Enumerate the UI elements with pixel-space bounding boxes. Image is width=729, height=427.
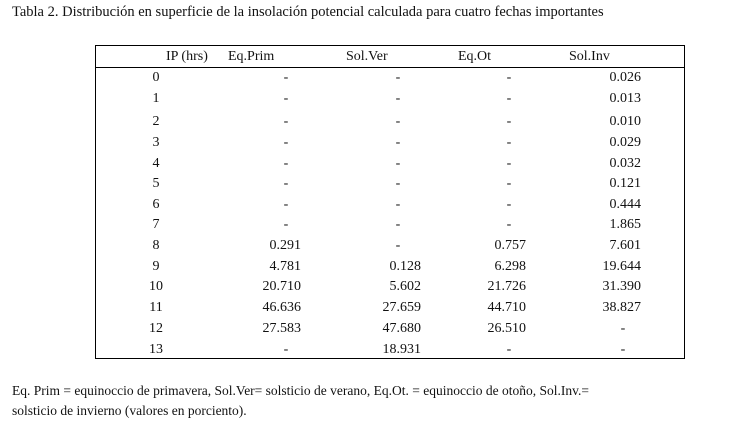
cell-eq-ot: 6.298 [494,259,527,274]
cell-ip-hrs: 6 [152,197,160,212]
cell-sol-ver: - [395,114,401,129]
cell-sol-inv: 0.026 [609,70,642,85]
cell-sol-ver: 47.680 [382,321,422,336]
cell-eq-prim: - [283,135,289,150]
cell-sol-ver: - [395,238,401,253]
footnote-line-2: solsticio de invierno (valores en porcie… [12,403,247,418]
cell-eq-ot: - [506,70,512,85]
cell-eq-prim: 20.710 [262,279,302,294]
cell-sol-inv: 38.827 [602,300,642,315]
data-table: IP (hrs) Eq.Prim Sol.Ver Eq.Ot Sol.Inv 0… [95,45,685,359]
cell-eq-ot: - [506,217,512,232]
cell-eq-prim: - [283,176,289,191]
table-caption: Tabla 2. Distribución en superficie de l… [12,4,604,20]
cell-eq-ot: - [506,176,512,191]
cell-sol-ver: 0.128 [389,259,422,274]
cell-ip-hrs: 7 [152,217,160,232]
cell-eq-ot: - [506,156,512,171]
cell-eq-prim: 4.781 [269,259,302,274]
cell-eq-prim: - [283,70,289,85]
cell-sol-inv: 7.601 [609,238,642,253]
cell-sol-ver: - [395,176,401,191]
cell-eq-prim: - [283,342,289,357]
cell-eq-ot: 0.757 [494,238,527,253]
cell-eq-ot: 44.710 [487,300,527,315]
cell-sol-inv: 0.444 [609,197,642,212]
cell-eq-ot: - [506,114,512,129]
cell-sol-ver: - [395,70,401,85]
cell-ip-hrs: 8 [152,238,160,253]
cell-sol-ver: - [395,91,401,106]
cell-sol-inv: 19.644 [602,259,642,274]
cell-eq-ot: - [506,91,512,106]
cell-ip-hrs: 11 [149,300,163,315]
cell-ip-hrs: 2 [152,114,160,129]
cell-ip-hrs: 12 [149,321,163,336]
cell-sol-inv: 1.865 [609,217,642,232]
cell-eq-prim: - [283,91,289,106]
cell-eq-prim: 27.583 [262,321,302,336]
cell-sol-ver: - [395,135,401,150]
cell-sol-ver: - [395,197,401,212]
cell-eq-ot: - [506,342,512,357]
header-eq-prim: Eq.Prim [228,49,275,64]
cell-ip-hrs: 5 [152,176,160,191]
cell-eq-prim: - [283,114,289,129]
cell-ip-hrs: 0 [152,70,160,85]
cell-sol-ver: - [395,217,401,232]
cell-eq-ot: - [506,197,512,212]
cell-eq-prim: - [283,156,289,171]
header-sol-inv: Sol.Inv [569,49,610,64]
cell-sol-inv: - [620,342,626,357]
cell-ip-hrs: 4 [152,156,160,171]
cell-ip-hrs: 13 [149,342,163,357]
cell-sol-ver: 18.931 [382,342,422,357]
cell-ip-hrs: 3 [152,135,160,150]
cell-eq-prim: - [283,217,289,232]
cell-sol-ver: 5.602 [389,279,422,294]
footnote-line-1: Eq. Prim = equinoccio de primavera, Sol.… [12,383,589,398]
cell-ip-hrs: 10 [149,279,163,294]
cell-eq-prim: 0.291 [269,238,302,253]
cell-eq-prim: - [283,197,289,212]
header-ip-hrs: IP (hrs) [166,49,208,64]
header-eq-ot: Eq.Ot [458,49,492,64]
cell-sol-inv: 0.029 [609,135,642,150]
cell-ip-hrs: 1 [152,91,160,106]
cell-eq-prim: 46.636 [262,300,302,315]
cell-eq-ot: 26.510 [487,321,527,336]
cell-ip-hrs: 9 [152,259,160,274]
cell-eq-ot: 21.726 [487,279,527,294]
cell-sol-inv: 0.121 [609,176,642,191]
cell-sol-inv: - [620,321,626,336]
cell-sol-ver: - [395,156,401,171]
cell-sol-inv: 31.390 [602,279,642,294]
cell-sol-inv: 0.013 [609,91,642,106]
table-footnote: Eq. Prim = equinoccio de primavera, Sol.… [12,381,712,421]
cell-sol-inv: 0.010 [609,114,642,129]
cell-eq-ot: - [506,135,512,150]
table-header-row: IP (hrs) Eq.Prim Sol.Ver Eq.Ot Sol.Inv [96,46,684,68]
header-sol-ver: Sol.Ver [346,49,388,64]
cell-sol-ver: 27.659 [382,300,422,315]
cell-sol-inv: 0.032 [609,156,642,171]
